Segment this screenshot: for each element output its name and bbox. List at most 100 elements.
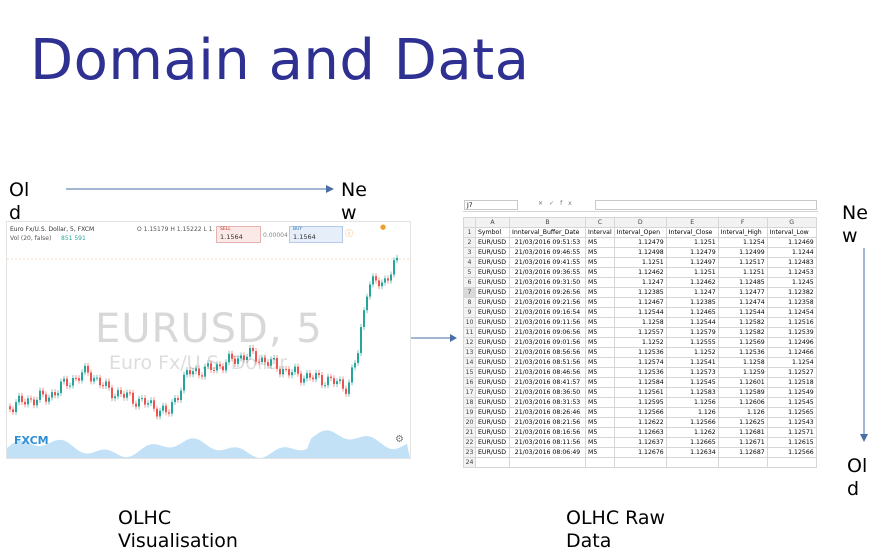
- cell[interactable]: 1.1245: [766, 277, 817, 288]
- cell[interactable]: [509, 457, 586, 468]
- row-number[interactable]: 1: [463, 227, 476, 238]
- cell[interactable]: EUR/USD: [475, 327, 510, 338]
- cell[interactable]: 21/03/2016 08:11:56: [509, 437, 586, 448]
- cell[interactable]: 1.1251: [717, 267, 768, 278]
- cell[interactable]: 1.12382: [766, 287, 817, 298]
- row-number[interactable]: 21: [463, 427, 476, 438]
- cell[interactable]: 1.12385: [665, 297, 719, 308]
- cell[interactable]: 1.126: [665, 407, 719, 418]
- cell[interactable]: 21/03/2016 09:11:56: [509, 317, 586, 328]
- row-number[interactable]: 10: [463, 317, 476, 328]
- cell[interactable]: 1.12671: [717, 437, 768, 448]
- cell[interactable]: 1.12634: [665, 447, 719, 458]
- cell[interactable]: M5: [585, 287, 615, 298]
- cell[interactable]: 21/03/2016 08:41:57: [509, 377, 586, 388]
- cell[interactable]: 1.12479: [665, 247, 719, 258]
- column-header[interactable]: C: [585, 217, 615, 228]
- cell[interactable]: M5: [585, 247, 615, 258]
- cell[interactable]: [665, 457, 719, 468]
- formula-input[interactable]: [595, 200, 817, 210]
- row-number[interactable]: 4: [463, 257, 476, 268]
- row-number[interactable]: 17: [463, 387, 476, 398]
- cell[interactable]: 21/03/2016 08:31:53: [509, 397, 586, 408]
- cell[interactable]: 1.12637: [613, 437, 667, 448]
- cell[interactable]: Interval_High: [717, 227, 768, 238]
- cell[interactable]: EUR/USD: [475, 377, 510, 388]
- cell[interactable]: 1.12541: [665, 357, 719, 368]
- cell[interactable]: EUR/USD: [475, 257, 510, 268]
- cell[interactable]: M5: [585, 407, 615, 418]
- cell[interactable]: EUR/USD: [475, 407, 510, 418]
- cell[interactable]: EUR/USD: [475, 357, 510, 368]
- cell[interactable]: 1.1247: [665, 287, 719, 298]
- cell[interactable]: 1.12517: [717, 257, 768, 268]
- row-number[interactable]: 14: [463, 357, 476, 368]
- cell[interactable]: 1.12615: [766, 437, 817, 448]
- cell[interactable]: 1.12549: [766, 387, 817, 398]
- cell[interactable]: Symbol: [475, 227, 510, 238]
- cell[interactable]: EUR/USD: [475, 237, 510, 248]
- cell[interactable]: 1.12681: [717, 427, 768, 438]
- cell[interactable]: 1.12483: [766, 257, 817, 268]
- cell[interactable]: 1.12469: [766, 237, 817, 248]
- cell[interactable]: 1.12544: [717, 307, 768, 318]
- cell[interactable]: 1.12462: [613, 267, 667, 278]
- confirm-icon[interactable]: ✓: [549, 200, 561, 207]
- cell[interactable]: 21/03/2016 08:56:56: [509, 347, 586, 358]
- cell[interactable]: 1.12584: [613, 377, 667, 388]
- cell[interactable]: 1.12544: [665, 317, 719, 328]
- row-number[interactable]: 19: [463, 407, 476, 418]
- cell[interactable]: M5: [585, 417, 615, 428]
- cell[interactable]: 1.12571: [766, 427, 817, 438]
- cell[interactable]: 21/03/2016 09:06:56: [509, 327, 586, 338]
- cell[interactable]: M5: [585, 277, 615, 288]
- cell[interactable]: 1.12496: [766, 337, 817, 348]
- cell[interactable]: EUR/USD: [475, 447, 510, 458]
- cell[interactable]: 1.1247: [613, 277, 667, 288]
- cell[interactable]: 1.12454: [766, 307, 817, 318]
- cell[interactable]: 1.12527: [766, 367, 817, 378]
- cell[interactable]: 1.12625: [717, 417, 768, 428]
- name-box[interactable]: J7: [464, 200, 518, 210]
- cell[interactable]: 1.12385: [613, 287, 667, 298]
- cell[interactable]: 1.12606: [717, 397, 768, 408]
- cell[interactable]: 1.12665: [665, 437, 719, 448]
- cell[interactable]: 1.12474: [717, 297, 768, 308]
- column-header[interactable]: B: [509, 217, 586, 228]
- cell[interactable]: 1.12566: [766, 447, 817, 458]
- row-number[interactable]: 24: [463, 457, 476, 468]
- cell[interactable]: 1.1252: [613, 337, 667, 348]
- select-all-corner[interactable]: [463, 217, 476, 228]
- column-header[interactable]: E: [665, 217, 719, 228]
- cell[interactable]: M5: [585, 237, 615, 248]
- cell[interactable]: 21/03/2016 09:51:53: [509, 237, 586, 248]
- cell[interactable]: 21/03/2016 09:41:55: [509, 257, 586, 268]
- cell[interactable]: 21/03/2016 09:31:50: [509, 277, 586, 288]
- cell[interactable]: 1.1251: [665, 237, 719, 248]
- cell[interactable]: 1.1251: [613, 257, 667, 268]
- cell[interactable]: M5: [585, 397, 615, 408]
- cell[interactable]: EUR/USD: [475, 287, 510, 298]
- cell[interactable]: M5: [585, 437, 615, 448]
- cell[interactable]: 21/03/2016 09:21:56: [509, 297, 586, 308]
- cell[interactable]: 1.12589: [717, 387, 768, 398]
- column-header[interactable]: F: [717, 217, 768, 228]
- buy-button[interactable]: BUY 1.1564: [289, 226, 343, 243]
- row-number[interactable]: 9: [463, 307, 476, 318]
- sell-button[interactable]: SELL 1.1564: [216, 226, 261, 243]
- cell[interactable]: 21/03/2016 08:16:56: [509, 427, 586, 438]
- cell[interactable]: EUR/USD: [475, 437, 510, 448]
- row-number[interactable]: 2: [463, 237, 476, 248]
- column-header[interactable]: A: [475, 217, 510, 228]
- cell[interactable]: 21/03/2016 08:36:50: [509, 387, 586, 398]
- cell[interactable]: [766, 457, 817, 468]
- cell[interactable]: [613, 457, 667, 468]
- info-icon[interactable]: ⓘ: [345, 229, 353, 238]
- cell[interactable]: 21/03/2016 09:46:55: [509, 247, 586, 258]
- cell[interactable]: 1.12663: [613, 427, 667, 438]
- row-number[interactable]: 3: [463, 247, 476, 258]
- cell[interactable]: 1.12545: [665, 377, 719, 388]
- cell[interactable]: 1.12358: [766, 297, 817, 308]
- cell[interactable]: M5: [585, 327, 615, 338]
- cell[interactable]: Interval_Open: [613, 227, 667, 238]
